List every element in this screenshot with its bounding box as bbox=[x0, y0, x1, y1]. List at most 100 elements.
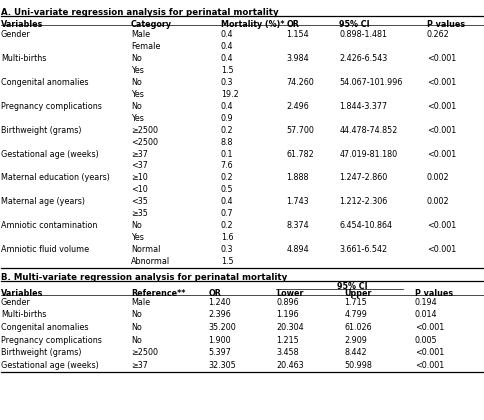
Text: Female: Female bbox=[131, 42, 160, 51]
Text: Reference**: Reference** bbox=[131, 289, 185, 298]
Text: 3.984: 3.984 bbox=[286, 54, 308, 63]
Text: 20.304: 20.304 bbox=[276, 323, 303, 332]
Text: 0.3: 0.3 bbox=[220, 78, 233, 87]
Text: Gender: Gender bbox=[1, 298, 30, 307]
Text: 32.305: 32.305 bbox=[208, 361, 236, 370]
Text: 5.397: 5.397 bbox=[208, 348, 231, 357]
Text: 6.454-10.864: 6.454-10.864 bbox=[339, 221, 392, 230]
Text: Amniotic fluid volume: Amniotic fluid volume bbox=[1, 245, 89, 254]
Text: 8.374: 8.374 bbox=[286, 221, 308, 230]
Text: P values: P values bbox=[414, 289, 452, 298]
Text: Amniotic contamination: Amniotic contamination bbox=[1, 221, 97, 230]
Text: B. Multi-variate regression analysis for perinatal mortality: B. Multi-variate regression analysis for… bbox=[1, 273, 287, 282]
Text: 0.002: 0.002 bbox=[426, 197, 449, 206]
Text: Pregnancy complications: Pregnancy complications bbox=[1, 102, 102, 110]
Text: <0.001: <0.001 bbox=[426, 54, 455, 63]
Text: 0.5: 0.5 bbox=[220, 186, 233, 194]
Text: 57.700: 57.700 bbox=[286, 126, 313, 134]
Text: 1.196: 1.196 bbox=[276, 310, 299, 319]
Text: Abnormal: Abnormal bbox=[131, 257, 170, 266]
Text: 0.3: 0.3 bbox=[220, 245, 233, 254]
Text: ≥37: ≥37 bbox=[131, 150, 148, 158]
Text: <0.001: <0.001 bbox=[426, 245, 455, 254]
Text: 61.782: 61.782 bbox=[286, 150, 313, 158]
Text: No: No bbox=[131, 323, 141, 332]
Text: 8.442: 8.442 bbox=[344, 348, 366, 357]
Text: 1.240: 1.240 bbox=[208, 298, 231, 307]
Text: 0.4: 0.4 bbox=[220, 30, 233, 39]
Text: 8.8: 8.8 bbox=[220, 137, 233, 147]
Text: 2.496: 2.496 bbox=[286, 102, 308, 110]
Text: 1.715: 1.715 bbox=[344, 298, 366, 307]
Text: ≥35: ≥35 bbox=[131, 209, 148, 218]
Text: <0.001: <0.001 bbox=[426, 150, 455, 158]
Text: 0.4: 0.4 bbox=[220, 102, 233, 110]
Text: <37: <37 bbox=[131, 161, 148, 171]
Text: 0.2: 0.2 bbox=[220, 221, 233, 230]
Text: Gestational age (weeks): Gestational age (weeks) bbox=[1, 361, 99, 370]
Text: ≥10: ≥10 bbox=[131, 173, 148, 182]
Text: <0.001: <0.001 bbox=[426, 78, 455, 87]
Text: 1.212-2.306: 1.212-2.306 bbox=[339, 197, 387, 206]
Text: 0.2: 0.2 bbox=[220, 173, 233, 182]
Text: Birthweight (grams): Birthweight (grams) bbox=[1, 348, 81, 357]
Text: Yes: Yes bbox=[131, 66, 144, 75]
Text: Yes: Yes bbox=[131, 113, 144, 123]
Text: 0.005: 0.005 bbox=[414, 336, 437, 344]
Text: <0.001: <0.001 bbox=[426, 126, 455, 134]
Text: 0.2: 0.2 bbox=[220, 126, 233, 134]
Text: ≥2500: ≥2500 bbox=[131, 348, 158, 357]
Text: Gestational age (weeks): Gestational age (weeks) bbox=[1, 150, 99, 158]
Text: 4.894: 4.894 bbox=[286, 245, 308, 254]
Text: 95% CI: 95% CI bbox=[336, 282, 367, 291]
Text: Pregnancy complications: Pregnancy complications bbox=[1, 336, 102, 344]
Text: OR: OR bbox=[208, 289, 221, 298]
Text: Yes: Yes bbox=[131, 233, 144, 242]
Text: 0.4: 0.4 bbox=[220, 42, 233, 51]
Text: 1.6: 1.6 bbox=[220, 233, 233, 242]
Text: Variables: Variables bbox=[1, 289, 43, 298]
Text: 3.661-6.542: 3.661-6.542 bbox=[339, 245, 387, 254]
Text: 1.5: 1.5 bbox=[220, 257, 233, 266]
Text: Mortality (%)*: Mortality (%)* bbox=[220, 20, 284, 29]
Text: 95% CI: 95% CI bbox=[339, 20, 369, 29]
Text: Variables: Variables bbox=[1, 20, 43, 29]
Text: Congenital anomalies: Congenital anomalies bbox=[1, 323, 88, 332]
Text: 1.743: 1.743 bbox=[286, 197, 308, 206]
Text: 1.888: 1.888 bbox=[286, 173, 308, 182]
Text: <10: <10 bbox=[131, 186, 148, 194]
Text: Normal: Normal bbox=[131, 245, 160, 254]
Text: 0.898-1.481: 0.898-1.481 bbox=[339, 30, 387, 39]
Text: 0.4: 0.4 bbox=[220, 54, 233, 63]
Text: 1.900: 1.900 bbox=[208, 336, 231, 344]
Text: 3.458: 3.458 bbox=[276, 348, 299, 357]
Text: No: No bbox=[131, 102, 141, 110]
Text: Yes: Yes bbox=[131, 89, 144, 99]
Text: No: No bbox=[131, 336, 141, 344]
Text: Multi-births: Multi-births bbox=[1, 310, 46, 319]
Text: 7.6: 7.6 bbox=[220, 161, 233, 171]
Text: Category: Category bbox=[131, 20, 172, 29]
Text: No: No bbox=[131, 221, 141, 230]
Text: 2.909: 2.909 bbox=[344, 336, 366, 344]
Text: 0.194: 0.194 bbox=[414, 298, 437, 307]
Text: Upper: Upper bbox=[344, 289, 371, 298]
Text: <0.001: <0.001 bbox=[426, 221, 455, 230]
Text: 0.1: 0.1 bbox=[220, 150, 233, 158]
Text: Congenital anomalies: Congenital anomalies bbox=[1, 78, 88, 87]
Text: 2.396: 2.396 bbox=[208, 310, 231, 319]
Text: A. Uni-variate regression analysis for perinatal mortality: A. Uni-variate regression analysis for p… bbox=[1, 8, 278, 17]
Text: 44.478-74.852: 44.478-74.852 bbox=[339, 126, 397, 134]
Text: 1.215: 1.215 bbox=[276, 336, 299, 344]
Text: <0.001: <0.001 bbox=[426, 102, 455, 110]
Text: 1.154: 1.154 bbox=[286, 30, 308, 39]
Text: 0.4: 0.4 bbox=[220, 197, 233, 206]
Text: Multi-births: Multi-births bbox=[1, 54, 46, 63]
Text: 1.5: 1.5 bbox=[220, 66, 233, 75]
Text: Birthweight (grams): Birthweight (grams) bbox=[1, 126, 81, 134]
Text: Gender: Gender bbox=[1, 30, 30, 39]
Text: 0.262: 0.262 bbox=[426, 30, 449, 39]
Text: 1.844-3.377: 1.844-3.377 bbox=[339, 102, 387, 110]
Text: <0.001: <0.001 bbox=[414, 323, 443, 332]
Text: No: No bbox=[131, 310, 141, 319]
